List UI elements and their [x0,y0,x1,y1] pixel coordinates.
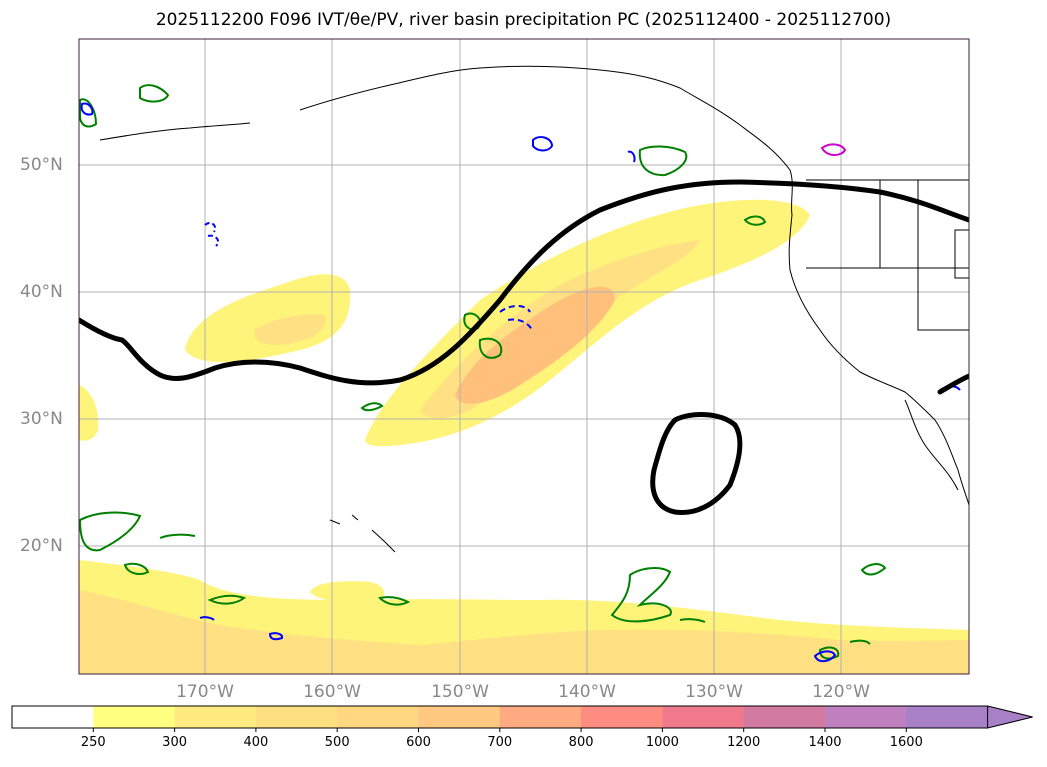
colorbar-segment [337,706,419,728]
ivt-filled-region-west [185,274,351,363]
map-title: 2025112200 F096 IVT/θe/PV, river basin p… [155,10,892,30]
colorbar-tick-label: 700 [487,735,513,750]
lat-label-30n: 30°N [20,409,63,429]
lon-label-170w: 170°W [176,682,234,702]
lon-label-130w: 130°W [685,682,743,702]
colorbar-segment [418,706,501,728]
colorbar-tick-label: 1400 [808,735,842,750]
ivt-filled-region-left-edge [79,385,99,441]
lon-label-150w: 150°W [431,682,489,702]
colorbar-tick-label: 800 [568,735,594,750]
magenta-contours [820,143,847,156]
colorbar-tick-label: 300 [162,735,188,750]
colorbar-segment [499,706,582,728]
ivt-filled-region-small-blob [310,581,385,603]
colorbar-tick-label: 500 [324,735,350,750]
graticule [79,39,969,674]
colorbar-tick-label: 400 [243,735,269,750]
colorbar-segment [255,706,338,728]
colorbar-segment [581,706,663,728]
colorbar-segment [743,706,826,728]
ivt-filled-region-main-core [455,286,615,404]
colorbar-tick-label: 1600 [889,735,923,750]
green-contours [79,84,887,660]
colorbar-tick-label: 600 [406,735,431,750]
lat-label-20n: 20°N [20,536,63,556]
colorbar-segment [825,706,907,728]
colorbar-segment [12,706,94,728]
lon-label-160w: 160°W [303,682,361,702]
map-frame [78,38,970,675]
ivt-black-contours [79,179,969,516]
colorbar-tick-label: 1200 [727,735,761,750]
lon-label-140w: 140°W [558,682,616,702]
colorbar-tick-label: 1000 [645,735,679,750]
colorbar-segment [174,706,257,728]
ivt-filled-region-west-inner [254,314,326,346]
lat-label-40n: 40°N [20,282,63,302]
colorbar [11,705,1033,732]
coastlines [99,65,969,553]
lat-label-50n: 50°N [20,155,63,175]
colorbar-segment [662,706,745,728]
ivt-filled-region-south-band-inner [79,590,969,674]
colorbar-segment [906,706,989,728]
lon-label-120w: 120°W [812,682,870,702]
colorbar-extend-arrow [987,705,1033,729]
colorbar-segment [93,706,176,728]
colorbar-tick-label: 250 [80,735,106,750]
